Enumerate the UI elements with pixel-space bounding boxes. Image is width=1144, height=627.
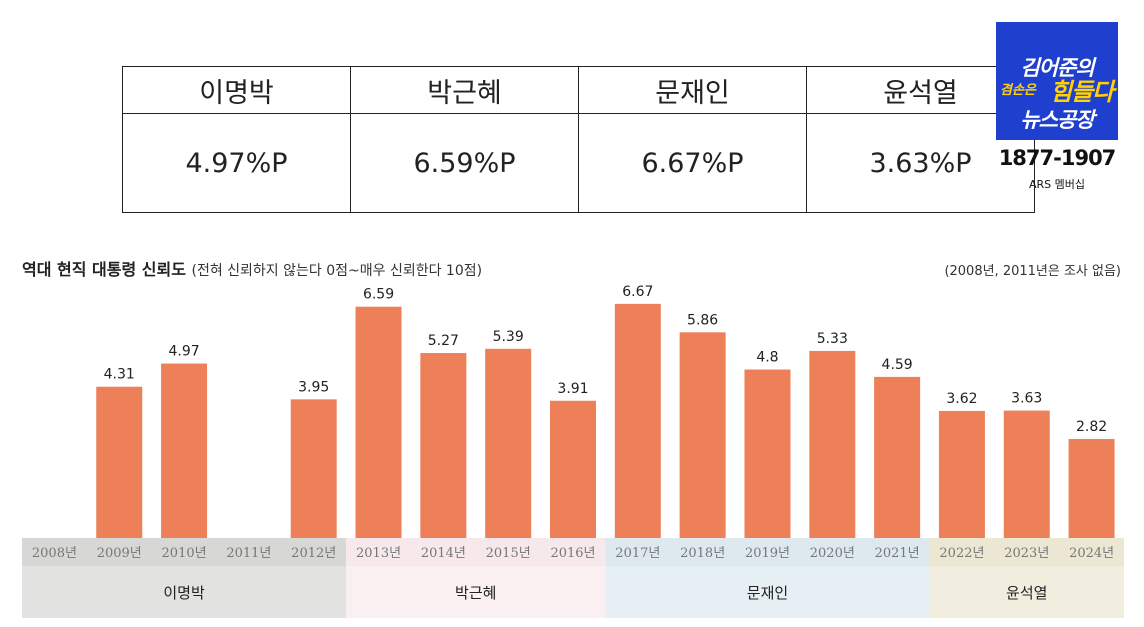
bar-value-label: 5.33 xyxy=(817,331,848,347)
logo-line-1: 김어준의 xyxy=(1020,56,1094,80)
president-label: 박근혜 xyxy=(455,584,496,602)
x-tick-label: 2008년 xyxy=(32,546,77,561)
president-band xyxy=(346,566,606,618)
summary-header-cell: 문재인 xyxy=(578,66,807,114)
president-band xyxy=(605,566,930,618)
bar-value-label: 4.31 xyxy=(104,367,135,383)
bar xyxy=(874,376,921,538)
bar xyxy=(938,410,985,538)
logo-ars-membership: ARS 멤버십 xyxy=(1028,178,1085,191)
summary-value-cell: 6.67%P xyxy=(578,113,807,213)
x-tick-label: 2022년 xyxy=(939,546,984,561)
x-tick-label: 2015년 xyxy=(486,546,531,561)
bar-value-label: 3.62 xyxy=(946,391,977,407)
bar-value-label: 2.82 xyxy=(1076,419,1107,435)
summary-value-cell: 6.59%P xyxy=(350,113,579,213)
bar-value-label: 5.27 xyxy=(428,333,459,349)
bar-value-label: 3.63 xyxy=(1011,391,1042,407)
logo-line-2b: 힘들다 xyxy=(1050,78,1114,106)
bar-value-label: 6.59 xyxy=(363,287,394,303)
president-label: 문재인 xyxy=(747,584,788,602)
logo-years: 1877-1907 xyxy=(998,146,1117,170)
summary-table: 이명박 박근혜 문재인 윤석열 4.97%P 6.59%P 6.67%P 3.6… xyxy=(122,66,1035,213)
bar xyxy=(355,306,402,538)
year-band xyxy=(605,538,930,566)
x-tick-label: 2012년 xyxy=(291,546,336,561)
year-band xyxy=(346,538,606,566)
bar xyxy=(161,363,208,538)
news-factory-logo: 김어준의 겸손은 힘들다 뉴스공장 xyxy=(996,22,1118,140)
bar-value-label: 4.8 xyxy=(756,350,778,366)
x-tick-label: 2014년 xyxy=(421,546,466,561)
bar-value-label: 6.67 xyxy=(622,284,653,300)
year-band xyxy=(929,538,1124,566)
bar-value-label: 5.39 xyxy=(493,329,524,345)
bar-value-label: 5.86 xyxy=(687,312,718,328)
summary-header-cell: 이명박 xyxy=(122,66,351,114)
bar-value-label: 4.59 xyxy=(882,357,913,373)
chart-title-text: 역대 현직 대통령 신뢰도 xyxy=(22,260,186,279)
chart-note: (2008년, 2011년은 조사 없음) xyxy=(944,264,1121,279)
year-band xyxy=(22,538,347,566)
chart-title: 역대 현직 대통령 신뢰도 (전혀 신뢰하지 않는다 0점~매우 신뢰한다 10… xyxy=(22,256,482,280)
x-tick-label: 2011년 xyxy=(226,546,271,561)
bar xyxy=(744,369,791,538)
x-tick-label: 2021년 xyxy=(875,546,920,561)
x-tick-label: 2016년 xyxy=(550,546,595,561)
summary-value-cell: 4.97%P xyxy=(122,113,351,213)
bar-value-label: 4.97 xyxy=(168,344,199,360)
bar xyxy=(485,348,532,538)
president-band xyxy=(929,566,1124,618)
bar xyxy=(809,350,856,538)
president-band xyxy=(22,566,347,618)
bar xyxy=(679,332,726,538)
bar xyxy=(420,353,467,538)
bar xyxy=(1003,410,1050,538)
x-tick-label: 2009년 xyxy=(97,546,142,561)
x-tick-label: 2010년 xyxy=(162,546,207,561)
bar xyxy=(550,400,596,538)
bar xyxy=(1068,439,1115,538)
x-tick-label: 2020년 xyxy=(810,546,855,561)
bar xyxy=(96,386,143,538)
summary-header-cell: 박근혜 xyxy=(350,66,579,114)
x-tick-label: 2018년 xyxy=(680,546,725,561)
x-tick-label: 2023년 xyxy=(1004,546,1049,561)
x-tick-label: 2024년 xyxy=(1069,546,1114,561)
bar xyxy=(614,303,661,538)
logo-line-3: 뉴스공장 xyxy=(1020,108,1094,132)
president-label: 윤석열 xyxy=(1006,584,1047,602)
x-tick-label: 2017년 xyxy=(615,546,660,561)
summary-value-row: 4.97%P 6.59%P 6.67%P 3.63%P xyxy=(122,113,1035,213)
bar xyxy=(290,399,337,538)
bar-value-label: 3.91 xyxy=(557,381,588,397)
x-tick-label: 2013년 xyxy=(356,546,401,561)
president-label: 이명박 xyxy=(163,584,205,602)
x-tick-label: 2019년 xyxy=(745,546,790,561)
bar-value-label: 3.95 xyxy=(298,379,329,395)
chart-subtitle: (전혀 신뢰하지 않는다 0점~매우 신뢰한다 10점) xyxy=(191,263,483,279)
logo-line-2a: 겸손은 xyxy=(1000,83,1036,98)
